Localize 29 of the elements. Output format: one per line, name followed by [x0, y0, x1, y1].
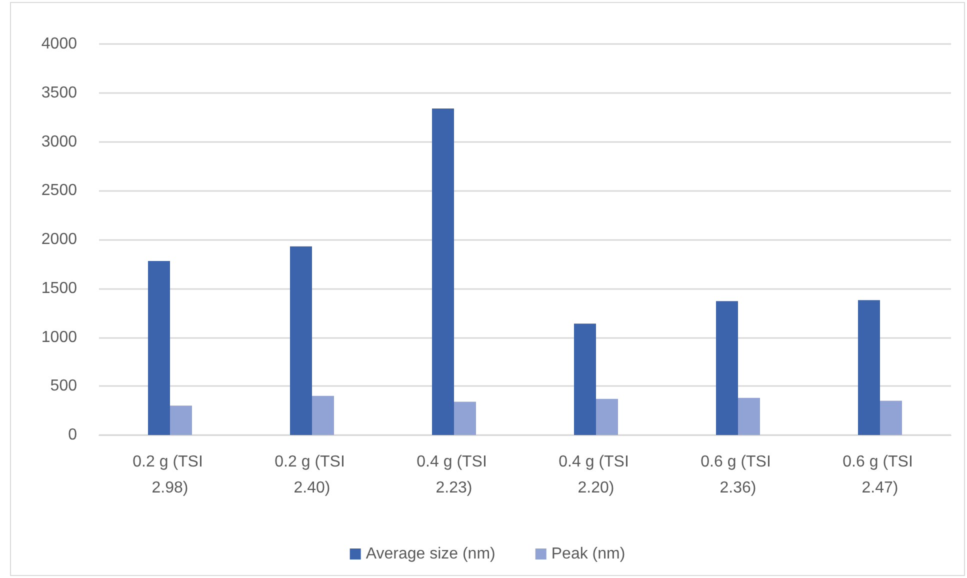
bar: [290, 246, 312, 435]
x-tick-label: 0.2 g (TSI 2.40): [274, 454, 350, 496]
bar: [574, 324, 596, 435]
y-tick-label: 1000: [41, 328, 78, 346]
bar: [312, 396, 334, 435]
bar: [596, 398, 618, 435]
bar: [454, 402, 476, 435]
y-tick-label: 4000: [41, 36, 78, 52]
x-tick-label: 0.4 g (TSI 2.20): [558, 454, 634, 496]
x-tick-label: 0.6 g (TSI 2.47): [842, 454, 918, 496]
x-tick-label: 0.4 g (TSI 2.23): [416, 454, 492, 496]
bar: [716, 301, 738, 435]
x-tick-label: 0.2 g (TSI 2.98): [132, 454, 208, 496]
y-tick-label: 0: [68, 426, 78, 444]
y-tick-label: 2000: [41, 231, 78, 248]
bar: [738, 398, 760, 435]
legend-label: Average size (nm): [366, 546, 496, 562]
bar: [858, 300, 880, 435]
y-tick-label: 3000: [41, 133, 78, 150]
bar: [880, 400, 902, 435]
y-tick-label: 500: [50, 378, 78, 395]
legend-label: Peak (nm): [551, 546, 626, 562]
x-tick-label: 0.6 g (TSI 2.36): [700, 454, 776, 496]
bar: [170, 406, 192, 435]
bar: [432, 108, 454, 435]
bar: [148, 261, 170, 435]
y-tick-label: 2500: [41, 182, 78, 200]
y-tick-label: 1500: [41, 280, 78, 297]
y-tick-label: 3500: [41, 84, 78, 102]
